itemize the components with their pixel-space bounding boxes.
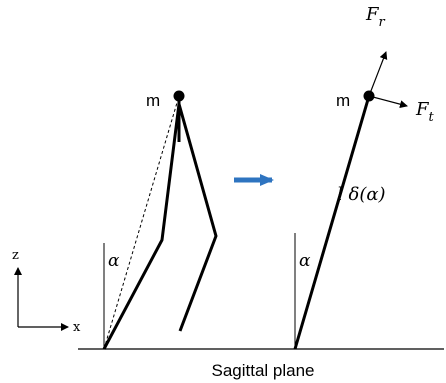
leg-length-label: l δ(α) [337, 184, 386, 205]
x-axis-label: x [73, 320, 81, 335]
walking-model: m α [102, 90, 218, 350]
coordinate-axes: z x [12, 248, 81, 335]
swing-leg [177, 103, 218, 332]
point-mass-right [363, 90, 375, 102]
mass-label-left: m [146, 91, 160, 110]
angle-label-right: α [299, 251, 311, 271]
inverted-pendulum-model: m Fr Ft α l δ(α) [293, 4, 435, 350]
radial-force-arrow [368, 51, 388, 97]
angle-label-left: α [108, 251, 120, 271]
dashed-virtual-leg [103, 95, 180, 350]
point-mass-left [173, 90, 185, 102]
radial-force-label: Fr [365, 4, 386, 30]
tangential-force-arrow [368, 95, 408, 109]
stance-leg [102, 103, 181, 350]
pendulum-leg [293, 95, 371, 350]
caption: Sagittal plane [211, 361, 314, 380]
z-axis-label: z [12, 248, 19, 263]
tangential-force-label: Ft [415, 99, 435, 125]
mass-label-right: m [336, 91, 350, 110]
